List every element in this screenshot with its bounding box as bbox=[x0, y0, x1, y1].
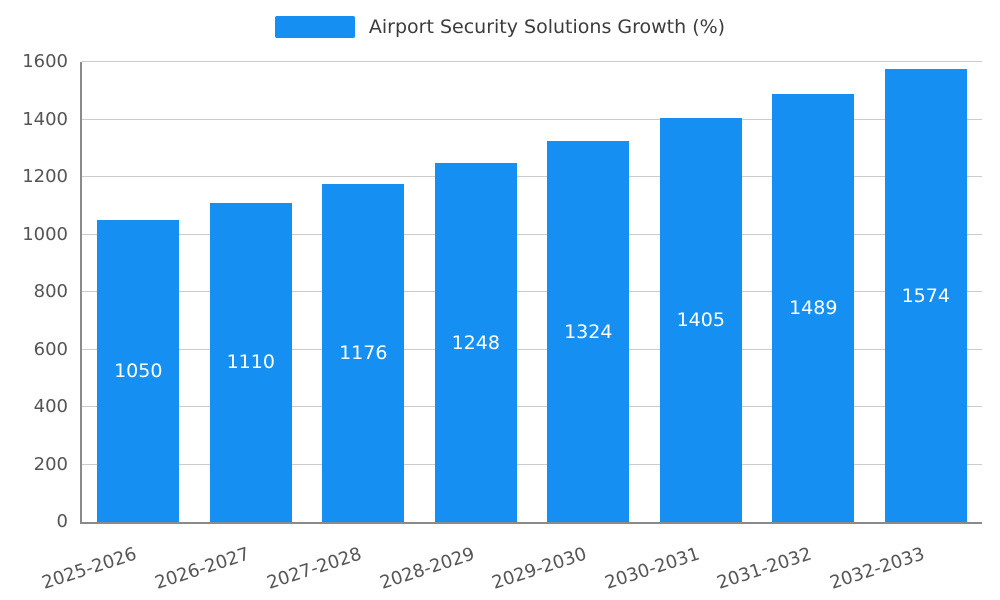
legend-swatch[interactable] bbox=[274, 16, 355, 38]
gridline bbox=[82, 406, 982, 407]
bar-value-label: 1489 bbox=[789, 296, 838, 319]
bar-value-label: 1176 bbox=[339, 341, 388, 364]
bar-2031-2032[interactable]: 1489 bbox=[772, 93, 855, 522]
chart-legend[interactable]: Airport Security Solutions Growth (%) bbox=[0, 16, 1000, 38]
bar-2026-2027[interactable]: 1110 bbox=[209, 202, 292, 522]
bar-2028-2029[interactable]: 1248 bbox=[434, 163, 517, 522]
bar-2029-2030[interactable]: 1324 bbox=[547, 141, 630, 522]
gridline bbox=[82, 233, 982, 235]
bar-2030-2031[interactable]: 1405 bbox=[659, 118, 742, 522]
y-axis-tick-label: 1000 bbox=[22, 223, 68, 245]
bar-value-label: 1050 bbox=[114, 360, 163, 383]
bar-value-label: 1574 bbox=[901, 284, 950, 307]
gridline bbox=[82, 61, 982, 62]
gridline bbox=[82, 463, 982, 465]
bar-value-label: 1405 bbox=[676, 309, 725, 332]
y-axis-tick-label: 200 bbox=[33, 453, 68, 475]
bar-value-label: 1324 bbox=[564, 320, 613, 343]
y-axis-tick-label: 800 bbox=[33, 281, 68, 302]
bar-value-label: 1248 bbox=[451, 331, 500, 354]
plot-area: 1050 1110 1176 1248 1324 1405 1489 1574 bbox=[80, 61, 982, 524]
y-axis-tick-label: 600 bbox=[33, 338, 68, 360]
y-axis-tick-label: 1200 bbox=[22, 166, 68, 187]
bar-2025-2026[interactable]: 1050 bbox=[97, 220, 180, 522]
bar-value-label: 1110 bbox=[226, 351, 275, 374]
bar-2032-2033[interactable]: 1574 bbox=[884, 69, 967, 522]
gridline bbox=[82, 291, 982, 292]
gridline bbox=[82, 118, 982, 120]
y-axis-tick-label: 1600 bbox=[22, 51, 68, 72]
y-axis-tick-label: 400 bbox=[33, 396, 68, 417]
legend-label: Airport Security Solutions Growth (%) bbox=[368, 16, 726, 38]
bar-2027-2028[interactable]: 1176 bbox=[322, 183, 405, 522]
y-axis-tick-label: 1400 bbox=[22, 108, 68, 130]
y-axis-tick-label: 0 bbox=[56, 511, 68, 532]
gridline bbox=[82, 176, 982, 177]
gridline bbox=[82, 348, 982, 350]
